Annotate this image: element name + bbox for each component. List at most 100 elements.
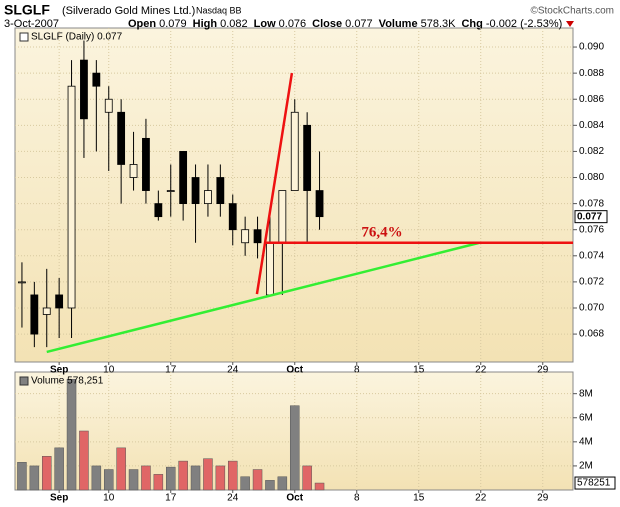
candle-body	[266, 242, 274, 296]
x-tick-label: 10	[103, 365, 115, 376]
stat-label: Close	[312, 18, 342, 30]
volume-bar	[252, 469, 263, 491]
y-tick-label: 0.076	[579, 224, 604, 235]
candle-body	[204, 190, 212, 205]
x-tick-label: 29	[537, 365, 549, 376]
exchange: Nasdaq BB	[196, 5, 242, 15]
x-tick-label: Oct	[286, 365, 303, 376]
last-value-box	[574, 210, 608, 224]
volume-bar	[29, 465, 40, 491]
volume-bar	[103, 469, 114, 491]
x-tick-label: Oct	[286, 493, 303, 504]
candle-body	[228, 203, 237, 231]
legend-icon	[19, 32, 29, 42]
stat-label: Volume	[379, 18, 418, 30]
volume-bar	[116, 447, 126, 491]
candle-body	[278, 190, 287, 244]
y-tick-label: 8M	[579, 388, 593, 399]
volume-bar	[227, 460, 238, 491]
y-tick-label: 0.080	[579, 172, 604, 183]
stat-label: High	[193, 18, 218, 30]
y-tick-label: 4M	[579, 436, 593, 447]
last-value: 0.077	[577, 211, 602, 222]
stats: Open 0.079 High 0.082 Low 0.076 Close 0.077 Volu…	[128, 18, 562, 30]
volume-bar	[54, 447, 64, 491]
y-tick-label: 0.078	[579, 198, 604, 209]
candle-body	[154, 203, 163, 218]
trend-line	[46, 241, 480, 354]
annotation: 76,4%	[361, 224, 402, 240]
volume-bar	[215, 465, 226, 491]
stat-value: 0.076	[279, 18, 307, 30]
x-tick-label: 22	[475, 493, 487, 504]
x-tick-label: Sep	[50, 365, 68, 376]
candle-body	[18, 281, 26, 284]
volume-bar	[41, 456, 52, 491]
stat-value: 578.3K	[421, 18, 457, 30]
candle-body	[315, 190, 324, 218]
candle-body	[290, 111, 299, 191]
y-tick-label: 6M	[579, 412, 593, 423]
stat-label: Low	[254, 18, 276, 30]
volume-bar	[17, 462, 27, 491]
y-tick-label: 0.082	[579, 146, 604, 157]
x-tick-label: 24	[227, 493, 239, 504]
x-tick-label: 17	[165, 493, 177, 504]
y-tick-label: 0.086	[579, 94, 604, 105]
down-arrow	[566, 21, 574, 27]
volume-bar	[141, 465, 151, 491]
volume-bar	[289, 405, 300, 491]
stat-value: 0.082	[220, 18, 248, 30]
legend: Volume 578,251	[31, 376, 104, 387]
y-tick-label: 0.088	[579, 68, 604, 79]
candle-body	[67, 85, 76, 309]
x-tick-label: 15	[413, 365, 425, 376]
candle-body	[253, 229, 262, 244]
volume-bar	[302, 465, 312, 491]
y-tick-label: 2M	[579, 461, 593, 472]
candle-body	[117, 111, 126, 165]
last-value: 578251	[577, 478, 611, 489]
y-tick-label: 0.074	[579, 250, 604, 261]
volume-bar	[240, 476, 250, 491]
x-tick-label: 29	[537, 493, 549, 504]
candle-body	[129, 164, 138, 178]
candle-body	[179, 151, 188, 205]
x-tick-label: Sep	[50, 493, 68, 504]
candle-body	[92, 72, 101, 87]
volume-bar	[153, 474, 164, 491]
candle-body	[80, 59, 88, 120]
y-tick-label: 0.090	[579, 42, 604, 53]
candle-body	[241, 229, 250, 244]
stat-value: 0.077	[345, 18, 373, 30]
volume-bar	[277, 476, 288, 491]
price-panel	[14, 27, 574, 363]
candle-body	[30, 294, 39, 335]
volume-bar	[91, 465, 102, 491]
y-tick-label: 0.084	[579, 120, 604, 131]
candle-body	[191, 177, 200, 205]
volume-bar	[79, 430, 89, 491]
volume-bar	[128, 469, 139, 491]
volume-bar	[265, 480, 275, 491]
volume-bar	[190, 465, 201, 491]
stat-label: Chg	[461, 18, 482, 30]
candle-body	[303, 124, 312, 191]
y-tick-label: 0.072	[579, 277, 604, 288]
last-value-box	[574, 476, 616, 490]
date: 3-Oct-2007	[4, 18, 59, 30]
candle-body	[55, 294, 64, 309]
volume-bar	[314, 482, 325, 491]
credit: ©StockCharts.com	[530, 6, 614, 17]
candle-body	[216, 177, 225, 205]
volume-bar	[203, 458, 213, 491]
x-tick-label: 22	[475, 365, 487, 376]
x-tick-label: 10	[103, 493, 115, 504]
x-tick-label: 17	[165, 365, 177, 376]
candle-body	[42, 307, 51, 315]
legend-icon	[19, 376, 29, 386]
symbol: SLGLF	[4, 2, 50, 18]
candle-body	[104, 98, 113, 113]
legend: SLGLF (Daily) 0.077	[31, 32, 123, 43]
stat-value: -0.002 (-2.53%)	[486, 18, 562, 30]
